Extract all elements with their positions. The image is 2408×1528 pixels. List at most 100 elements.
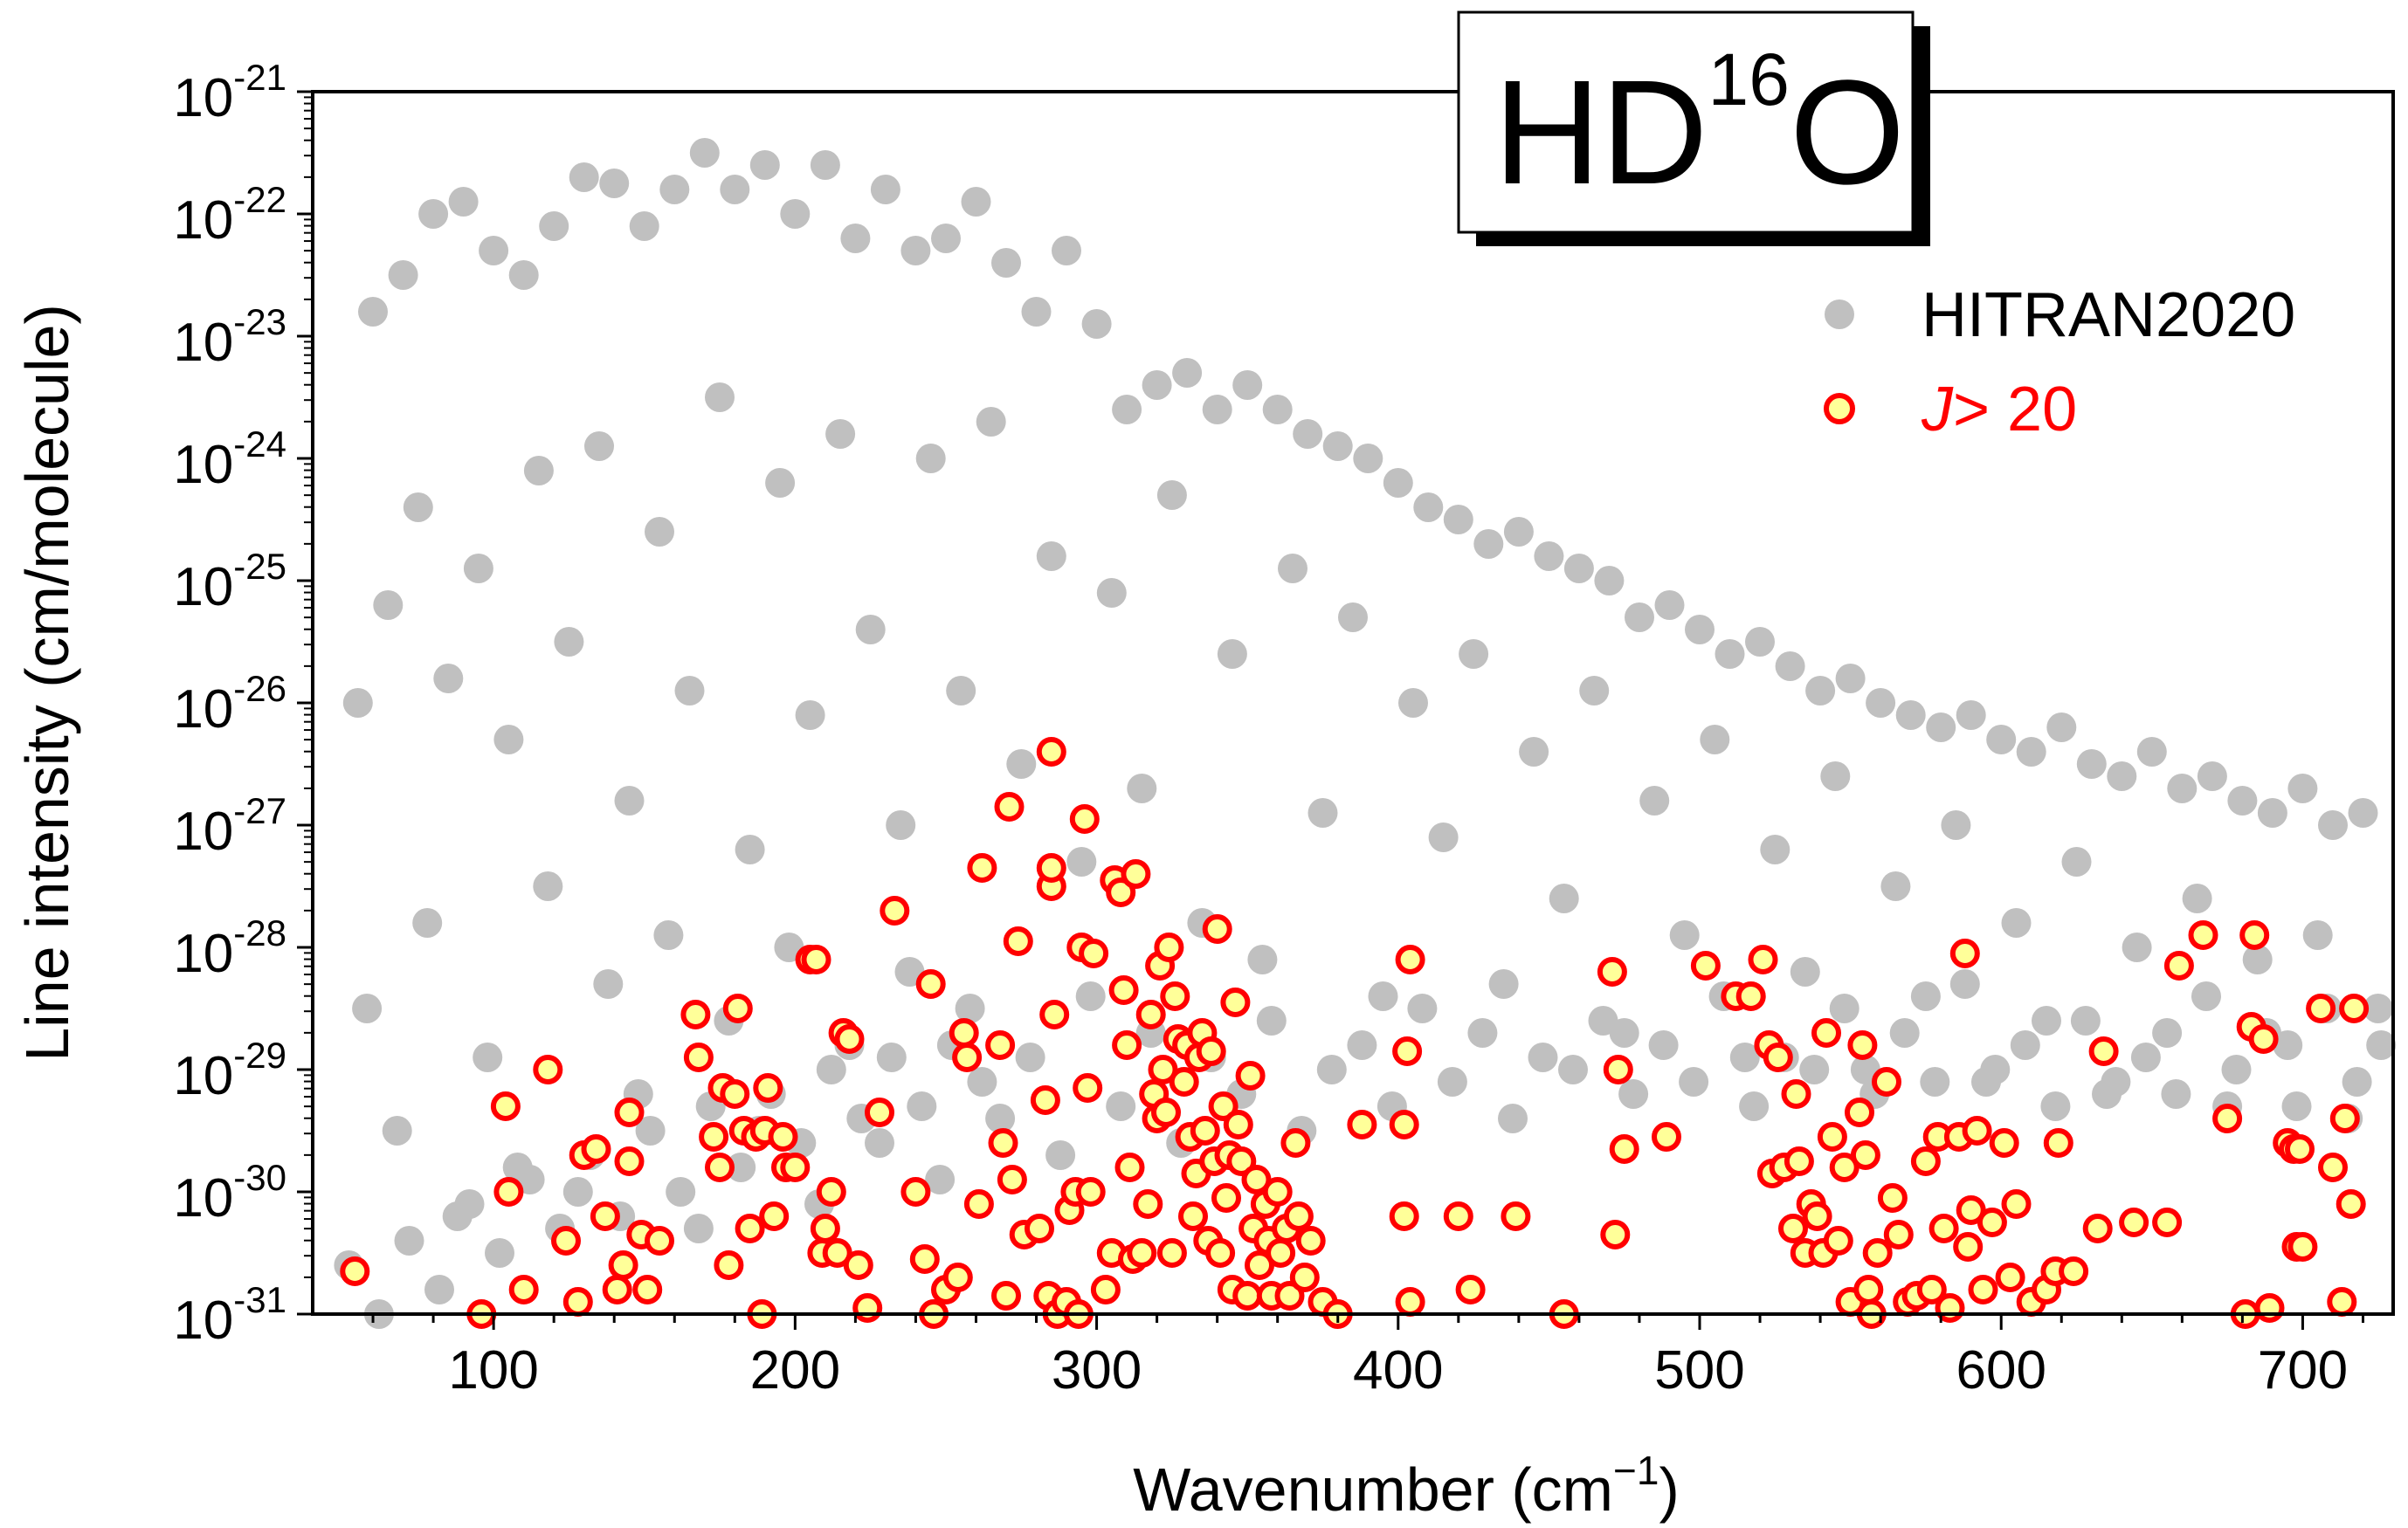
j-gt-20-point — [1156, 1238, 1187, 1268]
j-gt-20-point — [1090, 1275, 1121, 1304]
hitran-point — [382, 1116, 412, 1146]
hitran-point — [1338, 602, 1368, 632]
j-gt-20-point — [1609, 1134, 1639, 1164]
hitran-point — [448, 187, 479, 217]
hitran-point — [1217, 639, 1247, 669]
hitran-point — [985, 1104, 1016, 1133]
j-gt-20-point — [1995, 1263, 2025, 1292]
hitran-point — [373, 590, 404, 620]
y-tick-label: 10-22 — [173, 179, 286, 251]
j-gt-20-point — [1817, 1122, 1847, 1152]
j-gt-20-point — [1603, 1055, 1633, 1084]
hitran-point — [1256, 1006, 1287, 1036]
j-gt-20-point — [2163, 951, 2194, 981]
hitran-point — [418, 199, 449, 229]
y-tick-label: 10-26 — [173, 668, 286, 740]
hitran-point — [2130, 1043, 2161, 1072]
j-gt-20-point — [1030, 1085, 1060, 1115]
j-gt-20-point — [1829, 1153, 1859, 1182]
legend-marker-j — [1824, 393, 1855, 424]
hitran-point — [1398, 688, 1428, 718]
hitran-point — [569, 162, 599, 192]
hitran-point — [1467, 1018, 1498, 1048]
hitran-point — [1558, 1055, 1588, 1084]
j-gt-20-point — [816, 1177, 846, 1207]
hitran-point — [1045, 1140, 1076, 1170]
j-gt-20-point — [1114, 1153, 1145, 1182]
j-gt-20-point — [2339, 994, 2370, 1023]
hitran-point — [1437, 1067, 1467, 1097]
hitran-point — [825, 419, 856, 449]
j-gt-20-point — [1823, 1226, 1853, 1256]
j-gt-20-point — [988, 1128, 1018, 1158]
hitran-point — [1745, 627, 1775, 657]
j-gt-20-point — [1910, 1146, 1941, 1176]
hitran-point — [946, 676, 976, 705]
hitran-point — [1799, 1055, 1830, 1084]
j-gt-20-point — [1121, 859, 1151, 889]
j-gt-20-point — [1003, 926, 1033, 956]
hitran-point — [1503, 517, 1534, 547]
j-gt-20-point — [1968, 1275, 1998, 1304]
hitran-point — [2287, 774, 2318, 803]
j-gt-20-point — [1148, 1055, 1178, 1084]
hitran-point — [1015, 1043, 1045, 1072]
chart-title: HD16O — [1494, 38, 1905, 216]
j-gt-20-point — [1763, 1043, 1793, 1072]
hitran-point — [1322, 431, 1353, 461]
hitran-point — [2161, 1079, 2191, 1109]
hitran-point — [795, 700, 825, 730]
hitran-point — [2318, 810, 2348, 840]
j-gt-20-point — [493, 1177, 524, 1207]
hitran-point — [1316, 1055, 1347, 1084]
hitran-point — [915, 444, 946, 473]
title-box: HD16O — [1457, 10, 1930, 246]
j-gt-20-point — [1069, 804, 1100, 834]
j-gt-20-point — [1811, 1018, 1841, 1048]
y-tick-label: 10-27 — [173, 790, 286, 862]
hitran-point — [2136, 737, 2167, 767]
j-gt-20-point — [1241, 1165, 1272, 1194]
j-gt-20-point — [2088, 1036, 2119, 1066]
hitran-point — [424, 1275, 454, 1304]
x-tick-label: 300 — [1052, 1340, 1142, 1401]
j-gt-20-point — [2306, 994, 2336, 1023]
legend-label-j: J> 20 — [1921, 375, 2077, 444]
hitran-point — [683, 1214, 714, 1243]
j-gt-20-point — [1781, 1079, 1811, 1109]
j-gt-20-point — [1178, 1201, 1208, 1231]
j-gt-20-point — [720, 1079, 750, 1109]
hitran-point — [735, 835, 765, 864]
j-gt-20-point — [810, 1214, 840, 1243]
hitran-point — [1618, 1079, 1649, 1109]
hitran-point — [653, 920, 684, 950]
j-gt-20-point — [2327, 1287, 2357, 1317]
j-gt-20-point — [2318, 1153, 2348, 1182]
hitran-point — [2010, 1030, 2040, 1060]
legend: HITRAN2020 J> 20 — [1824, 280, 2295, 444]
j-gt-20-point — [2001, 1189, 2032, 1219]
j-gt-20-point — [1211, 1183, 1241, 1213]
j-gt-20-point — [1283, 1201, 1314, 1231]
hitran-point — [1307, 798, 1338, 828]
j-gt-20-point — [1133, 1189, 1163, 1219]
x-tick-label: 600 — [1956, 1340, 2046, 1401]
j-gt-20-point — [1877, 1183, 1908, 1213]
j-gt-20-point — [915, 969, 946, 999]
hitran-point — [1829, 994, 1859, 1023]
hitran-point — [870, 175, 900, 204]
j-gt-20-point — [2329, 1104, 2360, 1133]
hitran-point — [2107, 761, 2137, 791]
hitran-point — [955, 994, 985, 1023]
hitran-point — [1036, 541, 1066, 571]
hitran-point — [705, 382, 735, 412]
j-gt-20-point — [952, 1043, 983, 1072]
x-tick-label: 400 — [1353, 1340, 1443, 1401]
hitran-point — [1112, 395, 1142, 424]
j-gt-20-point — [490, 1091, 521, 1121]
hitran-point — [1986, 725, 2017, 754]
hitran-point — [1383, 468, 1413, 498]
j-gt-20-point — [942, 1263, 973, 1292]
hitran-point — [2302, 920, 2333, 950]
hitran-point — [388, 260, 418, 290]
